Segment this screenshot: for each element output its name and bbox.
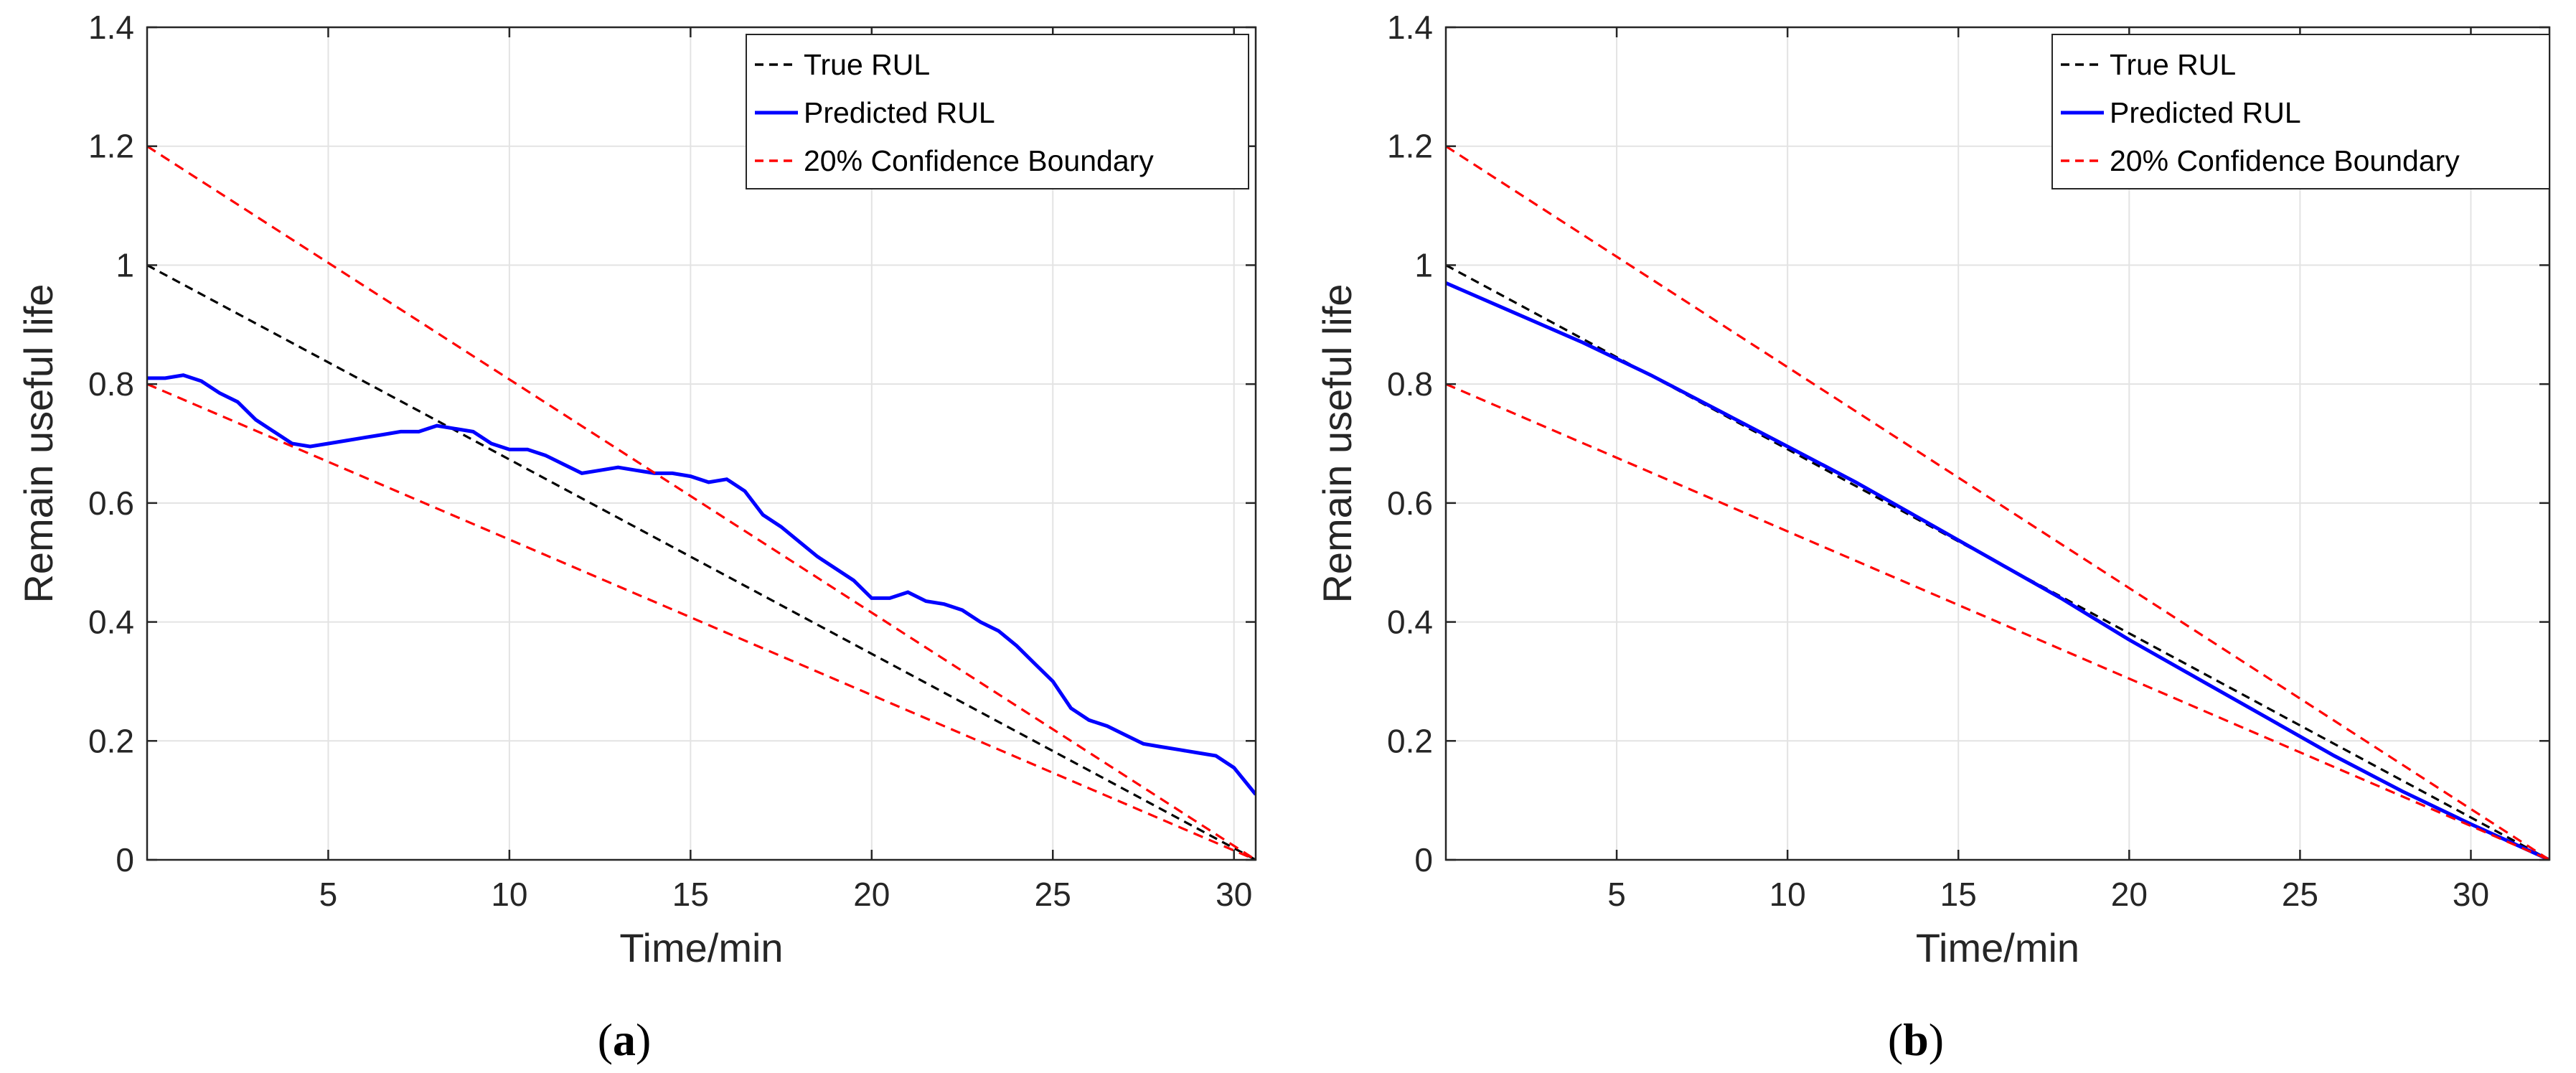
y-tick-label: 0.4 xyxy=(1387,604,1433,641)
y-tick-label: 0.2 xyxy=(1387,722,1433,759)
series-line-lower-confidence-boundary xyxy=(1446,383,2549,860)
series-line-lower-confidence-boundary xyxy=(147,383,1256,860)
panel-caption: (b) xyxy=(1888,1014,1944,1065)
x-axis-label: Time/min xyxy=(619,925,783,970)
y-tick-label: 0.8 xyxy=(88,365,134,403)
legend-label: Predicted RUL xyxy=(2110,96,2301,129)
panel-caption-letter: b xyxy=(1903,1014,1929,1065)
panel-caption: (a) xyxy=(598,1014,652,1065)
y-tick-label: 1 xyxy=(116,246,134,284)
legend-label: 20% Confidence Boundary xyxy=(804,144,1154,177)
x-tick-label: 10 xyxy=(491,876,527,913)
legend-box xyxy=(746,34,1249,189)
x-tick-label: 25 xyxy=(1035,876,1071,913)
x-tick-label: 30 xyxy=(2453,876,2489,913)
y-tick-label: 0.4 xyxy=(88,604,134,641)
chart-panel-a: 5 10 15 20 25 30 0 0.2 0.4 0.6 0.8 1 1.2 1.4 Time/min R… xyxy=(16,9,1257,1065)
series-line-predicted-rul xyxy=(147,373,1256,796)
plot-area xyxy=(1446,145,2549,860)
x-tick-label: 10 xyxy=(1769,876,1806,913)
y-tick-label: 0.6 xyxy=(88,484,134,522)
legend-label: 20% Confidence Boundary xyxy=(2110,144,2460,177)
panel-caption-letter: a xyxy=(613,1014,636,1065)
y-tick-label: 1.4 xyxy=(88,9,134,46)
legend-label: True RUL xyxy=(2110,48,2236,81)
legend-label: True RUL xyxy=(804,48,930,81)
series-line-20-confidence-boundary xyxy=(147,145,1256,860)
x-tick-label: 30 xyxy=(1216,876,1252,913)
x-axis-label: Time/min xyxy=(1916,925,2079,970)
x-tick-label: 15 xyxy=(672,876,709,913)
y-tick-label: 1.2 xyxy=(88,128,134,165)
series-line-predicted-rul xyxy=(1446,281,2549,860)
x-tick-label: 25 xyxy=(2282,876,2318,913)
legend-box xyxy=(2051,34,2550,189)
axes-box xyxy=(1444,26,2551,861)
y-tick-label: 0.8 xyxy=(1387,365,1433,403)
series-line-true-rul xyxy=(147,263,1256,860)
y-tick-label: 1 xyxy=(1414,246,1433,284)
plot-area xyxy=(147,145,1256,860)
legend: True RUL Predicted RUL 20% Confidence Boun… xyxy=(2051,34,2550,189)
y-axis-label: Remain useful life xyxy=(1315,284,1360,603)
x-tick-label: 5 xyxy=(319,876,338,913)
series-line-20-confidence-boundary xyxy=(1446,145,2549,860)
x-tick-label: 20 xyxy=(853,876,890,913)
y-tick-label: 0 xyxy=(116,841,134,878)
x-tick-label: 20 xyxy=(2111,876,2148,913)
axes-box xyxy=(146,26,1257,861)
y-tick-label: 0 xyxy=(1414,841,1433,878)
x-tick-label: 15 xyxy=(1940,876,1977,913)
x-tick-label: 5 xyxy=(1607,876,1626,913)
y-axis-label: Remain useful life xyxy=(16,284,61,603)
legend: True RUL Predicted RUL 20% Confidence Boun… xyxy=(746,34,1249,189)
y-tick-label: 1.2 xyxy=(1387,128,1433,165)
legend-label: Predicted RUL xyxy=(804,96,995,129)
y-tick-label: 0.2 xyxy=(88,722,134,759)
chart-panel-b: 5 10 15 20 25 30 0 0.2 0.4 0.6 0.8 1 1.2 1.4 Time/min R… xyxy=(1315,9,2551,1065)
y-tick-label: 1.4 xyxy=(1387,9,1433,46)
y-tick-label: 0.6 xyxy=(1387,484,1433,522)
